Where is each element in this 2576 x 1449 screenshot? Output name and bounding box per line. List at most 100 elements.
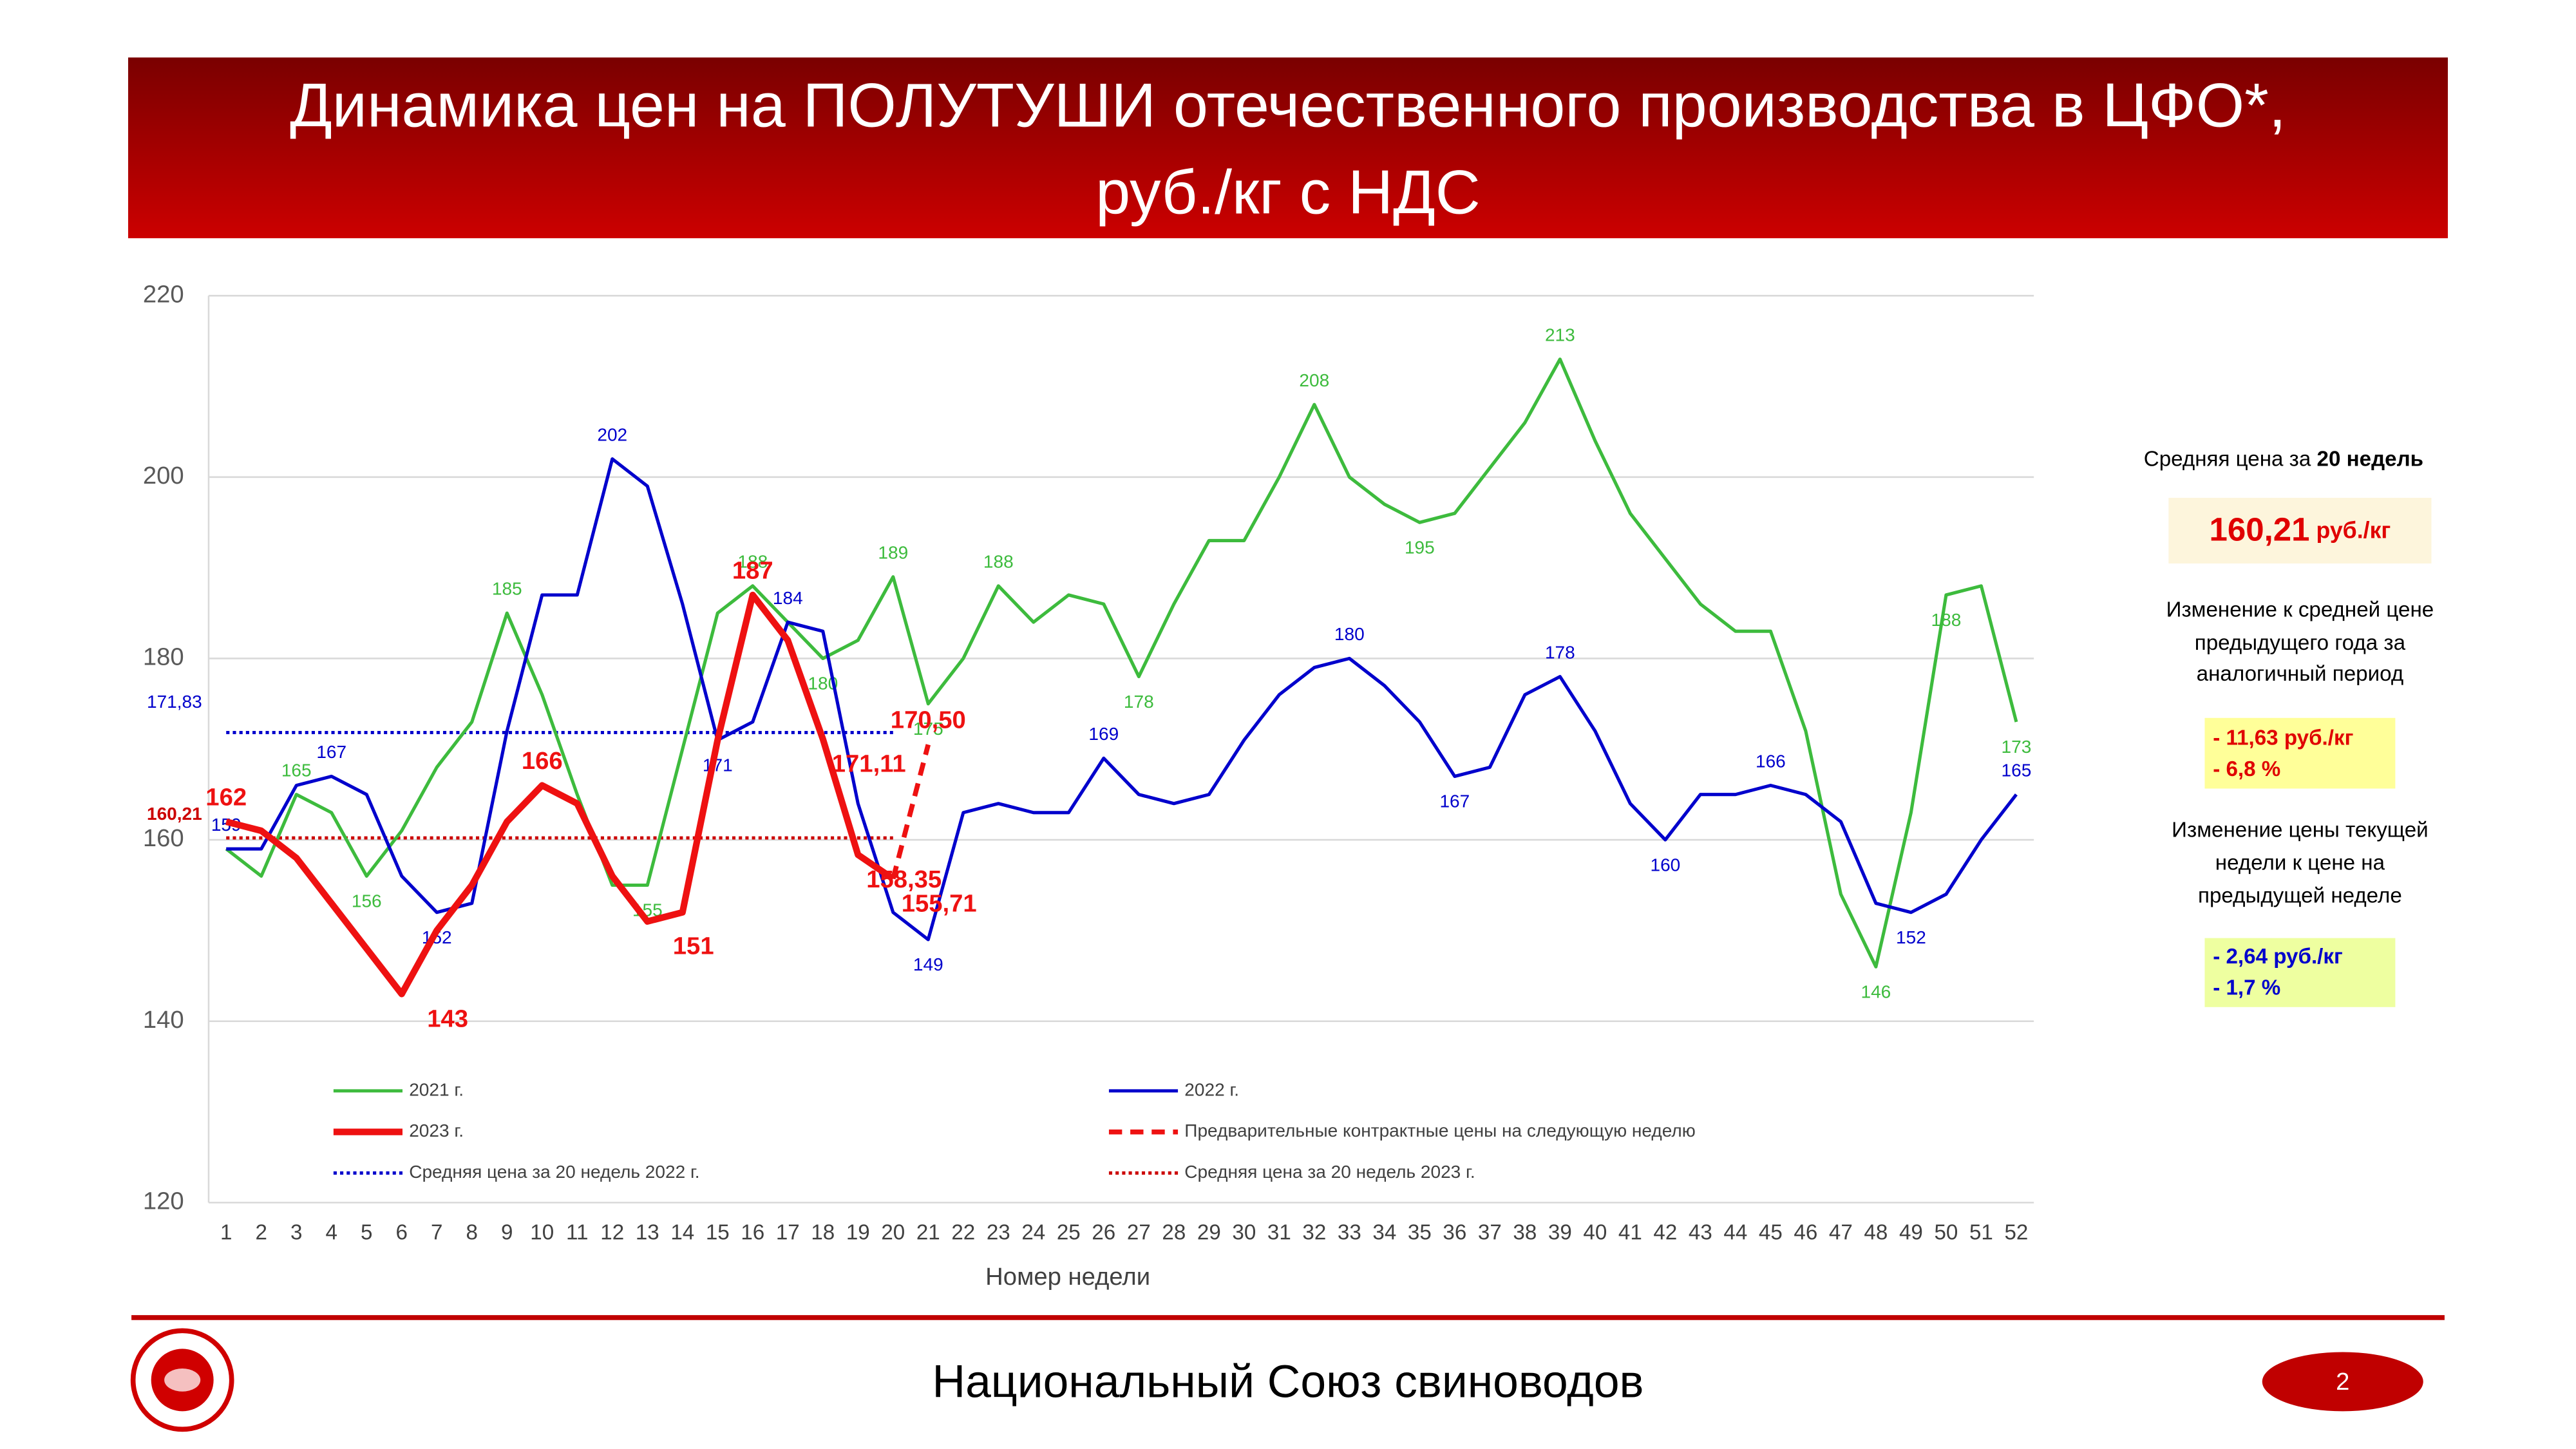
x-tick-label: 42 <box>1653 1221 1677 1245</box>
x-tick-label: 12 <box>600 1221 624 1245</box>
x-tick-label: 1 <box>220 1221 232 1245</box>
x-tick-label: 14 <box>670 1221 694 1245</box>
x-tick-label: 46 <box>1794 1221 1817 1245</box>
data-label: 149 <box>913 954 943 974</box>
x-tick-label: 50 <box>1934 1221 1958 1245</box>
x-tick-label: 4 <box>326 1221 337 1245</box>
x-tick-label: 30 <box>1232 1221 1256 1245</box>
data-label: 175 <box>913 719 943 739</box>
y-tick-label: 180 <box>143 643 184 671</box>
data-label: 143 <box>427 1005 468 1032</box>
data-label: 188 <box>1931 610 1962 630</box>
data-label: 170,50 <box>891 706 966 734</box>
text: 20 недель <box>2317 447 2424 471</box>
panel-heading: аналогичный период <box>2197 662 2404 686</box>
y-tick-label: 160 <box>143 824 184 852</box>
change: - 6,8 % <box>2213 757 2280 781</box>
data-label: 202 <box>597 424 627 444</box>
data-label: 156 <box>352 891 382 911</box>
x-tick-label: 41 <box>1618 1221 1642 1245</box>
data-label: 178 <box>1545 642 1575 662</box>
change: - 1,7 % <box>2213 976 2280 999</box>
avg-value: 160,21 руб./кг <box>2210 511 2391 548</box>
x-tick-label: 22 <box>951 1221 975 1245</box>
panel-heading: предыдущего года за <box>2195 631 2406 655</box>
title-bar <box>128 57 2448 238</box>
x-tick-label: 37 <box>1478 1221 1502 1245</box>
logo-pig <box>164 1368 201 1392</box>
data-label: 208 <box>1299 370 1329 390</box>
data-label: 187 <box>732 556 773 584</box>
series-line <box>225 357 2018 969</box>
x-tick-label: 16 <box>741 1221 764 1245</box>
page-badge <box>2262 1352 2423 1412</box>
data-label: 185 <box>492 579 522 599</box>
x-tick-label: 10 <box>530 1221 554 1245</box>
x-tick-label: 49 <box>1899 1221 1923 1245</box>
data-label: 173 <box>2002 737 2032 757</box>
x-tick-label: 19 <box>846 1221 870 1245</box>
y-tick-label: 120 <box>143 1187 184 1215</box>
x-tick-label: 3 <box>290 1221 302 1245</box>
x-tick-label: 48 <box>1864 1221 1888 1245</box>
data-label: 167 <box>316 742 346 762</box>
data-label: 160 <box>1650 855 1680 875</box>
x-tick-label: 23 <box>987 1221 1010 1245</box>
value-box <box>2204 938 2396 1007</box>
x-tick-label: 52 <box>2004 1221 2028 1245</box>
data-label: 171,11 <box>832 750 906 778</box>
series-line <box>891 744 931 880</box>
legend-label: Предварительные контрактные цены на след… <box>1184 1121 1696 1141</box>
x-tick-label: 11 <box>566 1221 588 1245</box>
reference-label: 160,21 <box>147 804 202 824</box>
panel-heading: Изменение к средней цене <box>2166 598 2434 622</box>
x-tick-label: 9 <box>501 1221 513 1245</box>
x-tick-label: 6 <box>396 1221 408 1245</box>
data-label: 169 <box>1088 724 1119 744</box>
legend-label: Средняя цена за 20 недель 2022 г. <box>409 1162 699 1182</box>
side-panel: Средняя цена за 20 недель 160,21 руб./кг… <box>2144 447 2434 1007</box>
data-label: 180 <box>1334 624 1365 644</box>
panel-heading: предыдущей неделе <box>2198 884 2402 908</box>
x-tick-label: 39 <box>1548 1221 1572 1245</box>
value-box <box>2168 497 2432 564</box>
x-tick-label: 18 <box>811 1221 835 1245</box>
x-tick-label: 25 <box>1057 1221 1081 1245</box>
x-tick-label: 7 <box>431 1221 442 1245</box>
x-tick-label: 38 <box>1513 1221 1537 1245</box>
data-label: 167 <box>1439 791 1470 811</box>
legend-label: 2021 г. <box>409 1079 464 1099</box>
footer-text: Национальный Союз свиноводов <box>933 1356 1644 1407</box>
page-number: 2 <box>2336 1368 2349 1396</box>
title: руб./кг с НДС <box>1095 157 1480 227</box>
data-label: 151 <box>673 933 714 960</box>
data-label: 166 <box>1756 751 1786 771</box>
x-tick-label: 34 <box>1372 1221 1396 1245</box>
data-label: 155,71 <box>902 889 977 917</box>
x-tick-label: 24 <box>1021 1221 1045 1245</box>
data-label: 165 <box>281 760 312 780</box>
series-line <box>225 591 895 998</box>
x-tick-label: 43 <box>1689 1221 1712 1245</box>
x-tick-label: 51 <box>1969 1221 1993 1245</box>
data-label: 162 <box>205 783 247 811</box>
change: - 2,64 руб./кг <box>2213 945 2343 969</box>
data-label: 213 <box>1545 325 1575 345</box>
data-label: 158,35 <box>866 866 942 893</box>
panel-heading: Средняя цена за 20 недель <box>2144 447 2423 471</box>
x-axis-label: Номер недели <box>985 1263 1150 1291</box>
y-tick-label: 200 <box>143 462 184 489</box>
data-label: 195 <box>1405 537 1435 557</box>
title: Динамика цен на ПОЛУТУШИ отечественного … <box>290 70 2286 140</box>
x-tick-label: 5 <box>361 1221 372 1245</box>
x-tick-label: 29 <box>1197 1221 1221 1245</box>
change: - 11,63 руб./кг <box>2213 726 2353 750</box>
y-tick-label: 220 <box>143 280 184 308</box>
x-tick-label: 2 <box>256 1221 267 1245</box>
x-tick-label: 27 <box>1127 1221 1151 1245</box>
y-tick-label: 140 <box>143 1006 184 1034</box>
x-tick-label: 13 <box>636 1221 659 1245</box>
